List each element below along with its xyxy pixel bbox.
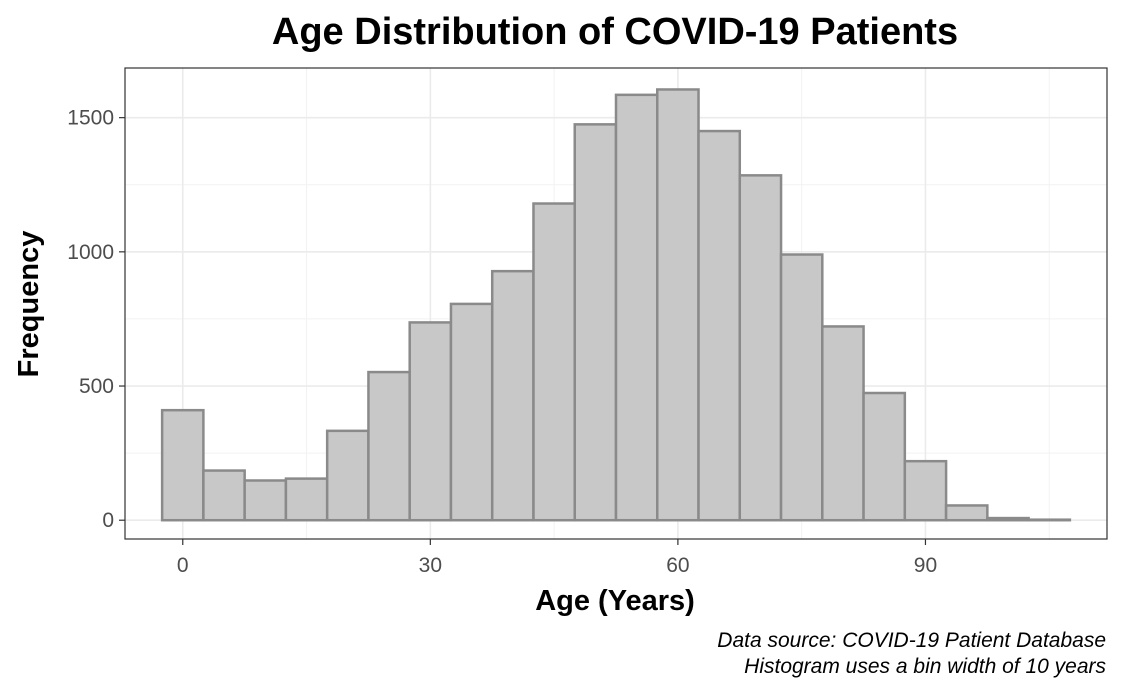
- y-tick-label: 1500: [67, 107, 114, 130]
- histogram-bar: [614, 93, 659, 522]
- x-tick-label: 0: [177, 554, 189, 577]
- histogram-bar: [284, 477, 329, 522]
- y-axis-title: Frequency: [13, 231, 45, 378]
- histogram-bar: [1027, 518, 1072, 522]
- histogram-bar: [862, 391, 907, 522]
- x-tick-label: 90: [914, 554, 937, 577]
- histogram-bar: [490, 269, 535, 522]
- y-tick-label: 0: [102, 509, 114, 532]
- histogram-bar: [243, 479, 288, 522]
- histogram-bar: [903, 459, 948, 522]
- histogram-bar: [656, 88, 700, 522]
- y-axis: 0 500 1000 1500: [67, 107, 125, 532]
- x-axis: 0 30 60 90: [177, 539, 937, 577]
- x-tick-label: 60: [666, 554, 689, 577]
- histogram-bar: [821, 325, 865, 522]
- histogram-bar: [779, 253, 824, 522]
- panel-border: [124, 67, 1108, 540]
- x-axis-title: Age (Years): [535, 585, 695, 617]
- x-tick-label: 30: [419, 554, 442, 577]
- histogram-bar: [367, 370, 411, 522]
- histogram-bar: [944, 504, 989, 522]
- y-tick-label: 500: [79, 375, 114, 398]
- histogram-bar: [986, 516, 1030, 522]
- histogram-bar: [408, 321, 453, 522]
- histogram-bar: [573, 123, 618, 522]
- histogram-bars: [160, 88, 1072, 522]
- caption-line-2: Histogram uses a bin width of 10 years: [744, 655, 1106, 678]
- histogram-bar: [738, 174, 783, 522]
- histogram-bar: [449, 302, 494, 522]
- histogram-bar: [202, 469, 246, 522]
- chart-title: Age Distribution of COVID-19 Patients: [272, 11, 958, 53]
- histogram-bar: [325, 429, 370, 522]
- caption-line-1: Data source: COVID-19 Patient Database: [717, 629, 1106, 652]
- y-tick-label: 1000: [67, 241, 114, 264]
- histogram-bar: [160, 408, 205, 522]
- histogram-bar: [532, 202, 576, 522]
- histogram-bar: [697, 129, 742, 522]
